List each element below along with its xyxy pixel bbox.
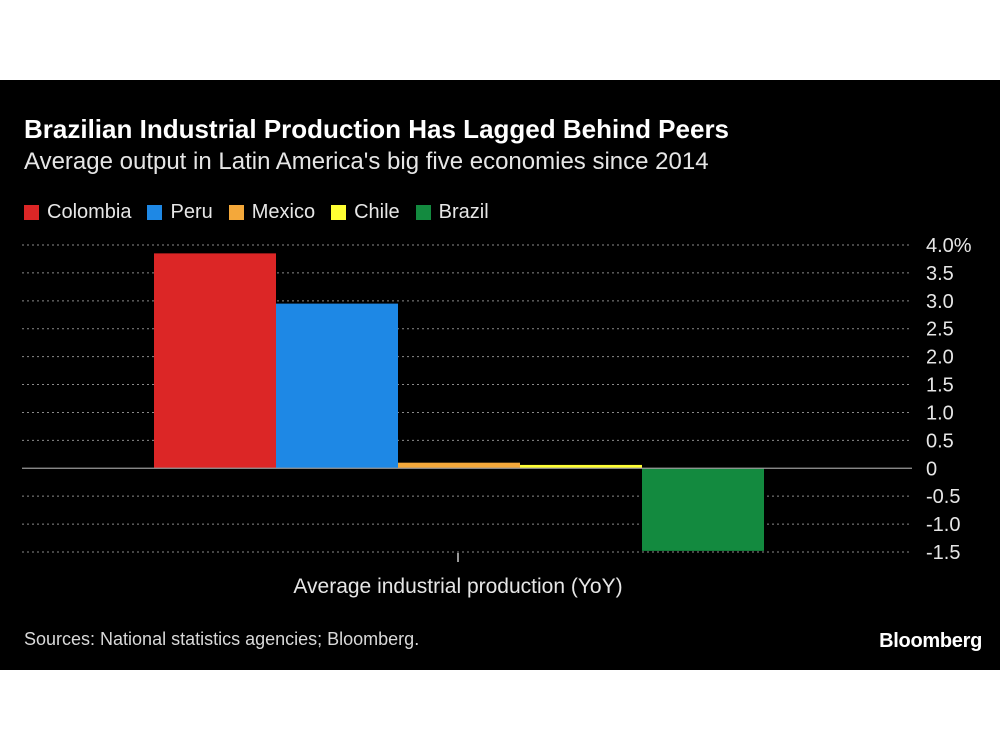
legend-swatch (228, 205, 244, 220)
bar-colombia (154, 253, 276, 469)
y-tick-label: 1.5 (926, 375, 954, 397)
legend-item-colombia: Colombia (24, 201, 131, 224)
y-tick-label: 4.0% (926, 235, 972, 257)
bar-chart: 4.0% 3.5 3.0 2.5 2.0 1.5 1.0 0.5 0 -0.5 -1.0 -1.5 Av… (22, 235, 972, 598)
legend-label: Colombia (47, 201, 132, 223)
legend-label: Brazil (438, 201, 489, 223)
y-tick-label: 0 (926, 458, 937, 480)
legend: Colombia Peru Mexico Chile Brazil (24, 201, 505, 224)
chart-subtitle: Average output in Latin America's big fi… (24, 148, 709, 175)
x-axis-label: Average industrial production (YoY) (293, 575, 622, 598)
legend-item-mexico: Mexico (228, 201, 316, 224)
chart-title: Brazilian Industrial Production Has Lagg… (24, 114, 730, 144)
legend-swatch (415, 205, 431, 220)
source-note: Sources: National statistics agencies; B… (24, 629, 420, 649)
legend-swatch (24, 205, 39, 220)
legend-item-brazil: Brazil (415, 201, 489, 224)
y-tick-label: -1.0 (926, 514, 960, 536)
y-tick-label: 3.5 (926, 263, 954, 285)
y-tick-label: 3.0 (926, 291, 954, 313)
legend-label: Peru (170, 201, 213, 223)
legend-item-peru: Peru (147, 201, 213, 224)
y-tick-label: 2.0 (926, 347, 954, 369)
legend-label: Mexico (251, 201, 316, 223)
chart-panel: Brazilian Industrial Production Has Lagg… (0, 80, 1000, 670)
bloomberg-logo: Bloomberg (879, 630, 982, 652)
bar-mexico (398, 462, 520, 469)
legend-item-chile: Chile (331, 201, 400, 224)
y-tick-label: 2.5 (926, 319, 954, 341)
y-tick-label: 0.5 (926, 430, 954, 452)
legend-label: Chile (354, 201, 400, 223)
legend-swatch (331, 205, 347, 220)
y-tick-label: 1.0 (926, 402, 954, 424)
y-tick-label: -1.5 (926, 542, 960, 564)
bar-peru (276, 303, 398, 469)
bar-brazil (642, 468, 764, 551)
y-tick-label: -0.5 (926, 486, 960, 508)
legend-swatch (147, 205, 163, 220)
bar-chile (520, 464, 642, 469)
